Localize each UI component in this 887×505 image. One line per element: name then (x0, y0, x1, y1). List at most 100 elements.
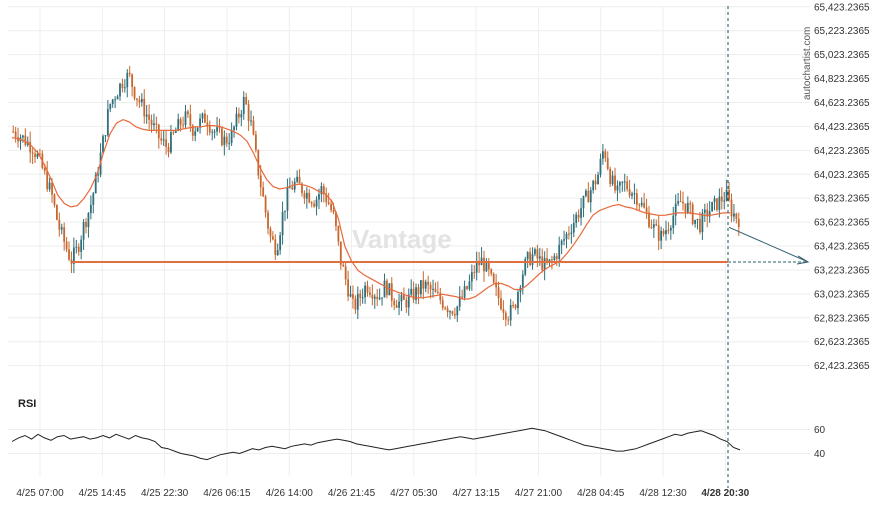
candle (565, 231, 568, 249)
candle (213, 129, 216, 139)
candle (153, 113, 155, 131)
candle (582, 195, 585, 218)
candle (730, 193, 733, 223)
candle (39, 148, 41, 157)
candle (201, 112, 204, 123)
candle (611, 170, 614, 186)
candle (490, 268, 493, 277)
candle (252, 115, 255, 136)
candle (728, 181, 730, 203)
candle (628, 179, 631, 199)
candle (94, 172, 97, 194)
candle (354, 295, 357, 314)
candle (116, 94, 119, 100)
candle (53, 193, 56, 208)
candle (296, 170, 299, 184)
candle (470, 264, 473, 291)
candle (500, 290, 502, 311)
y-tick-label: 63,223.2365 (814, 265, 870, 276)
candle (133, 86, 136, 101)
candle (684, 203, 687, 219)
candle (415, 283, 417, 305)
candle (352, 285, 354, 309)
candle (635, 188, 638, 211)
candle (337, 225, 340, 246)
candle (126, 69, 129, 98)
candle (555, 253, 558, 266)
candle (521, 270, 524, 295)
candle (199, 113, 201, 134)
candle (570, 224, 573, 244)
x-tick-label: 4/28 04:45 (577, 488, 625, 499)
candle (400, 291, 403, 312)
candle (284, 210, 286, 221)
candle (58, 212, 61, 237)
x-tick-label: 4/28 20:30 (701, 488, 749, 499)
candle (262, 181, 265, 197)
candle (218, 118, 221, 133)
candle (466, 285, 468, 291)
candle (378, 288, 381, 301)
candle (655, 219, 658, 227)
candle (339, 241, 342, 270)
candle (330, 199, 333, 213)
candle (405, 296, 408, 313)
candle (526, 251, 529, 269)
x-tick-label: 4/25 14:45 (79, 488, 127, 499)
candle (577, 209, 580, 223)
candle (711, 201, 713, 212)
candle (245, 92, 248, 106)
candle (419, 280, 422, 298)
candle (131, 73, 134, 97)
candle (434, 282, 437, 293)
candle (502, 300, 505, 321)
candle (497, 281, 500, 306)
candle (725, 179, 728, 202)
candle (269, 226, 272, 243)
candle (172, 130, 175, 136)
candle (204, 109, 206, 124)
candle (483, 250, 485, 282)
candle (29, 131, 32, 163)
candle (599, 153, 602, 178)
x-tick-label: 4/27 13:15 (452, 488, 500, 499)
candle (250, 110, 252, 126)
candle (315, 196, 318, 216)
candle (456, 305, 459, 322)
candle (665, 220, 667, 241)
candle (279, 231, 282, 255)
candle (720, 187, 723, 210)
candle (271, 231, 274, 241)
candle (303, 190, 306, 204)
candle (606, 151, 609, 171)
candle (492, 272, 495, 284)
candle (592, 179, 595, 194)
y-tick-label: 64,023.2365 (814, 170, 870, 181)
candle (104, 134, 107, 143)
candle (614, 167, 616, 194)
candle (682, 191, 684, 211)
candle (541, 248, 544, 273)
candle (509, 299, 512, 326)
candle (713, 195, 716, 211)
candle (461, 289, 464, 300)
candle (369, 286, 371, 298)
x-tick-label: 4/25 07:00 (16, 488, 64, 499)
candle (92, 192, 95, 214)
candle (531, 247, 534, 270)
candle (170, 125, 172, 155)
x-tick-label: 4/25 22:30 (141, 488, 189, 499)
candle (254, 130, 257, 153)
candle (102, 134, 104, 154)
candle (575, 211, 578, 228)
projection-arrowhead (796, 255, 810, 265)
candle (138, 95, 141, 108)
candle (616, 180, 619, 202)
candle (529, 247, 531, 267)
candle (187, 109, 189, 118)
candle (538, 247, 541, 266)
candle (475, 251, 478, 281)
candle (441, 296, 444, 311)
candle (572, 214, 575, 238)
